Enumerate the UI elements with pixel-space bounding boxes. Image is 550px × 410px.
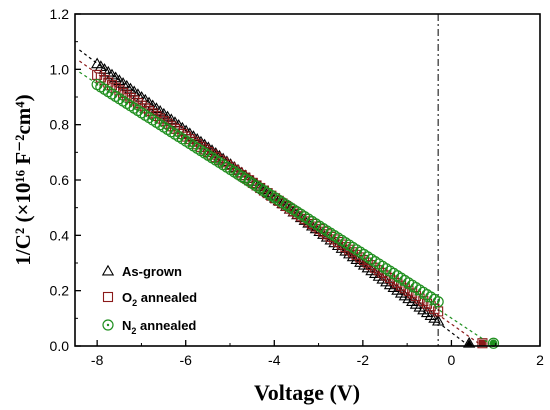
- x-tick-label: -4: [268, 352, 281, 368]
- plot-area: [79, 14, 500, 349]
- legend-marker: [101, 264, 115, 276]
- data-point: [147, 108, 158, 119]
- x-tick-label: 0: [448, 352, 456, 368]
- y-tick-label: 1.0: [50, 61, 70, 77]
- legend-label: N2 annealed: [122, 318, 196, 336]
- legend-marker: [102, 319, 114, 331]
- y-axis-title: 1/C² (×10¹⁶ F⁻²cm⁴): [11, 94, 35, 265]
- legend-label-rest: annealed: [137, 290, 197, 305]
- x-tick-label: -6: [179, 352, 192, 368]
- data-point-ring: [432, 296, 444, 308]
- x-tick-label: -8: [91, 352, 104, 368]
- y-tick-label: 0.4: [50, 227, 70, 243]
- intercept-fill: [465, 339, 474, 347]
- legend-label-main: As-grown: [122, 264, 182, 279]
- y-tick-label: 0.2: [50, 283, 70, 299]
- legend-label-subscript: 2: [131, 326, 136, 336]
- legend-marker-ring: [102, 319, 114, 331]
- legend-label-rest: annealed: [136, 318, 196, 333]
- data-point: [431, 314, 445, 326]
- y-tick-label: 0.0: [50, 338, 70, 354]
- x-tick-label: -2: [357, 352, 370, 368]
- legend-label-main: N: [122, 318, 131, 333]
- legend-label: O2 annealed: [122, 290, 197, 308]
- data-point: [432, 296, 444, 308]
- legend-label: As-grown: [122, 264, 182, 279]
- axis-ticks: -8 -6 -4 -2 0 2 0.0 0.2 0.4 0.6 0.8 1.0 1.2: [50, 6, 545, 368]
- intercept-marker: [462, 336, 476, 348]
- legend-marker: [102, 291, 114, 303]
- fit-line: [79, 71, 494, 347]
- x-tick-label: 2: [536, 352, 544, 368]
- data-point: [121, 90, 132, 101]
- y-tick-label: 0.6: [50, 172, 70, 188]
- x-axis-title: Voltage (V): [254, 380, 360, 405]
- legend-label-main: O: [122, 290, 132, 305]
- legend-label-subscript: 2: [132, 298, 137, 308]
- y-tick-label: 0.8: [50, 117, 70, 133]
- intercept-marker: [477, 338, 488, 349]
- legend-marker-dot: [106, 323, 110, 327]
- series-circle: [79, 71, 500, 349]
- intercept-marker-ring: [487, 337, 500, 349]
- data-point-dot: [436, 300, 440, 303]
- y-tick-label: 1.2: [50, 6, 70, 22]
- intercept-fill: [478, 339, 486, 347]
